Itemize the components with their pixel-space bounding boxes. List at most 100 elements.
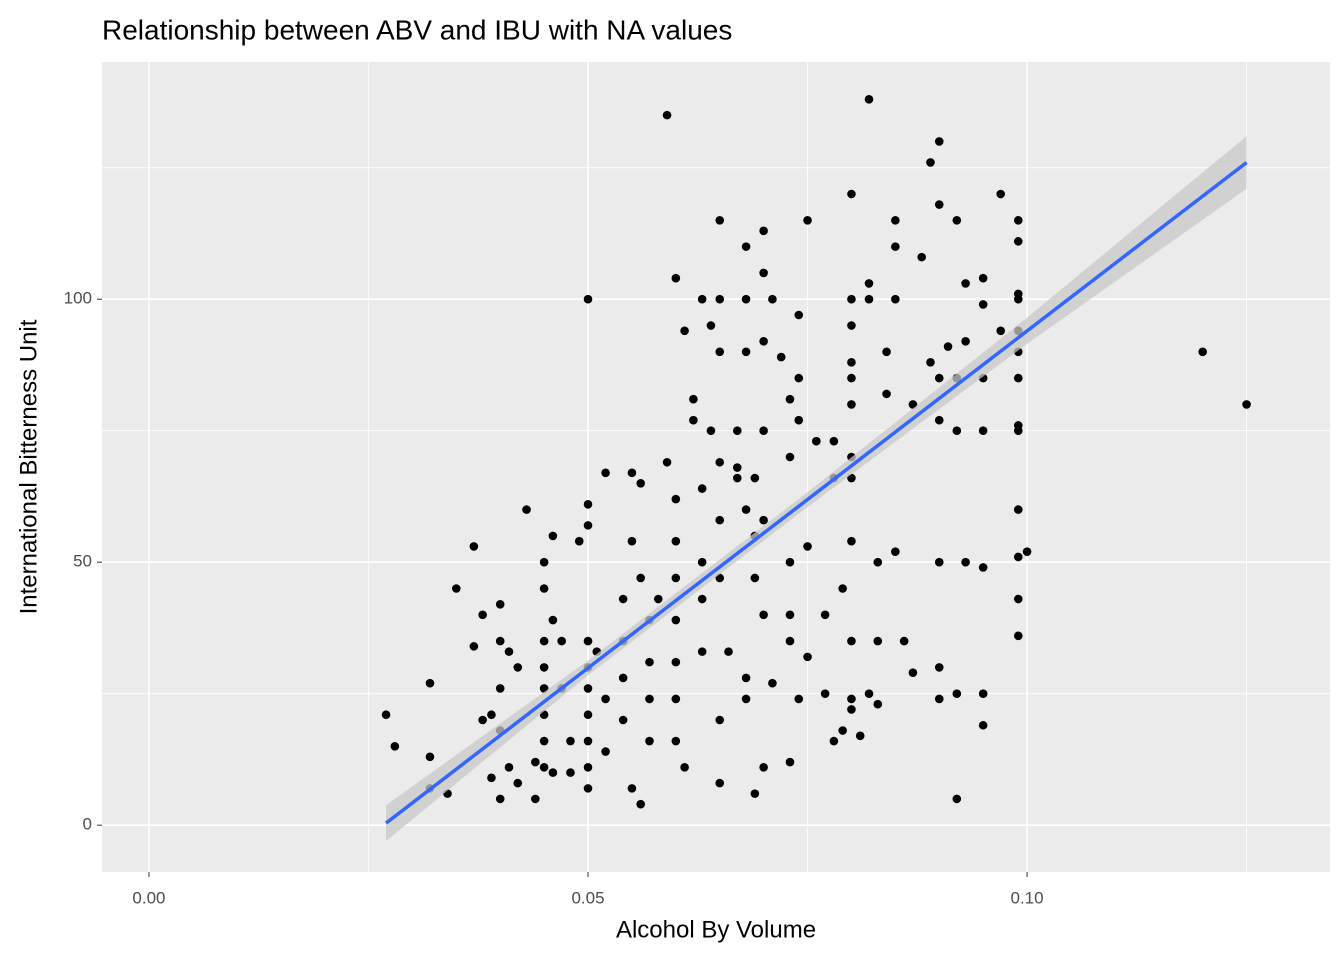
data-point: [706, 426, 716, 436]
data-point: [1013, 237, 1023, 246]
data-point: [961, 557, 970, 567]
data-point: [934, 137, 944, 146]
data-point: [934, 200, 944, 209]
data-point: [891, 294, 900, 304]
data-point: [803, 216, 812, 225]
data-point: [618, 594, 628, 604]
data-point: [759, 426, 768, 436]
data-point: [671, 494, 681, 504]
data-point: [627, 536, 637, 546]
data-point: [899, 636, 909, 646]
data-point: [715, 216, 725, 225]
data-point: [1013, 373, 1023, 383]
data-point: [873, 699, 883, 709]
data-point: [794, 373, 804, 383]
x-tick-label: 0.00: [132, 888, 165, 907]
data-point: [531, 757, 540, 767]
data-point: [785, 452, 795, 462]
data-point: [715, 457, 725, 467]
data-point: [671, 694, 681, 704]
data-point: [689, 394, 698, 404]
data-point: [803, 652, 812, 662]
data-point: [847, 373, 856, 383]
data-point: [768, 678, 777, 688]
data-point: [978, 720, 988, 730]
data-point: [522, 505, 531, 514]
data-point: [732, 473, 742, 483]
data-point: [996, 326, 1006, 336]
data-point: [689, 415, 698, 425]
data-point: [864, 689, 874, 698]
data-point: [750, 473, 760, 483]
data-point: [847, 321, 856, 330]
data-point: [636, 573, 646, 583]
data-point: [548, 768, 558, 777]
data-point: [478, 610, 487, 620]
data-point: [732, 426, 742, 436]
data-point: [820, 689, 830, 698]
data-point: [636, 479, 646, 488]
y-axis-title: International Bitterness Unit: [15, 319, 42, 614]
data-point: [671, 615, 681, 625]
data-point: [531, 794, 540, 804]
data-point: [583, 763, 593, 772]
data-point: [838, 584, 847, 593]
data-point: [513, 663, 523, 672]
data-point: [873, 557, 883, 567]
plot-panel: [102, 62, 1330, 872]
data-point: [926, 358, 935, 367]
data-point: [671, 536, 681, 546]
data-point: [697, 294, 707, 304]
data-point: [891, 242, 900, 251]
data-point: [566, 768, 575, 777]
data-point: [759, 336, 768, 346]
data-point: [996, 189, 1006, 199]
data-point: [847, 400, 856, 409]
data-point: [487, 773, 496, 783]
data-point: [934, 694, 944, 704]
data-point: [697, 647, 707, 656]
data-point: [741, 242, 751, 251]
data-point: [636, 799, 646, 809]
data-point: [425, 752, 435, 762]
data-point: [583, 500, 593, 509]
y-tick-label: 50: [73, 552, 92, 571]
data-point: [741, 294, 751, 304]
data-point: [495, 636, 505, 646]
data-point: [601, 694, 610, 704]
data-point: [671, 573, 681, 583]
data-point: [847, 705, 856, 714]
data-point: [934, 373, 944, 383]
data-point: [855, 731, 865, 741]
data-point: [583, 710, 593, 720]
data-point: [724, 647, 733, 656]
data-point: [495, 794, 505, 804]
data-point: [838, 726, 847, 735]
x-axis-title: Alcohol By Volume: [616, 916, 816, 943]
chart-title: Relationship between ABV and IBU with NA…: [102, 14, 732, 45]
data-point: [697, 594, 707, 604]
data-point: [891, 547, 900, 556]
data-point: [952, 794, 962, 804]
data-point: [741, 673, 751, 683]
data-point: [706, 321, 716, 330]
data-point: [847, 694, 856, 704]
data-point: [583, 636, 593, 646]
data-point: [732, 463, 742, 472]
x-tick-label: 0.10: [1011, 888, 1044, 907]
data-point: [1013, 552, 1023, 562]
data-point: [680, 326, 689, 336]
data-point: [697, 484, 707, 493]
data-point: [566, 736, 575, 746]
data-point: [891, 216, 900, 225]
data-point: [759, 268, 768, 278]
data-point: [715, 294, 725, 304]
data-point: [1198, 347, 1207, 357]
data-point: [943, 342, 953, 351]
data-point: [978, 563, 988, 572]
data-point: [671, 736, 681, 746]
data-point: [882, 389, 891, 399]
data-point: [469, 542, 479, 551]
data-point: [961, 336, 970, 346]
